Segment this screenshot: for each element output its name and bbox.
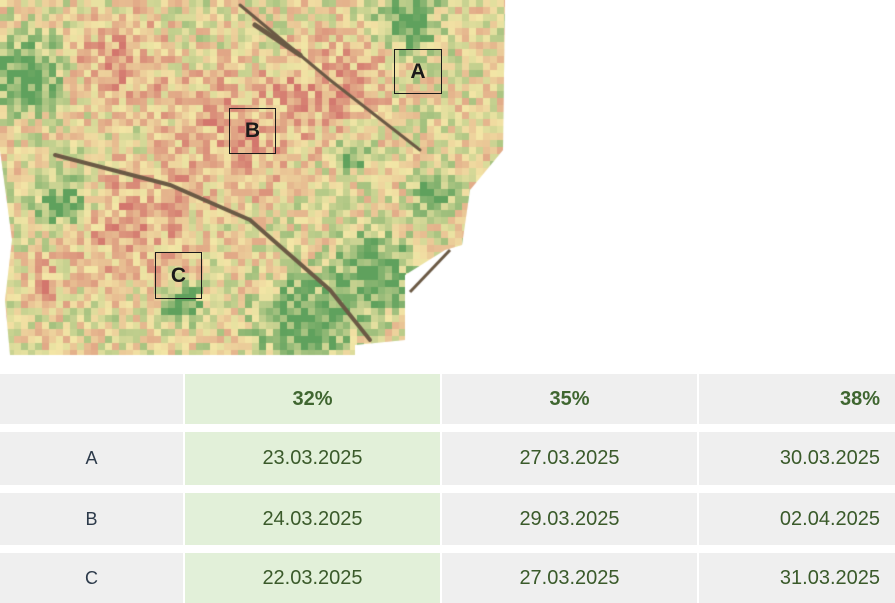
date-cell: 27.03.2025	[442, 432, 697, 485]
date-cell: 30.03.2025	[699, 432, 895, 485]
field-heatmap-canvas	[0, 0, 520, 360]
zone-marker-label: A	[410, 59, 426, 83]
table-header-row: 32% 35% 38%	[0, 374, 895, 424]
row-zone-label: B	[0, 493, 183, 545]
header-cell-35: 35%	[442, 374, 697, 424]
date-cell: 27.03.2025	[442, 553, 697, 603]
header-cell-38: 38%	[699, 374, 895, 424]
date-cell: 02.04.2025	[699, 493, 895, 545]
zone-marker-b[interactable]: B	[229, 108, 276, 154]
date-cell: 29.03.2025	[442, 493, 697, 545]
date-cell: 31.03.2025	[699, 553, 895, 603]
zone-marker-c[interactable]: C	[155, 252, 202, 299]
header-cell-32: 32%	[185, 374, 440, 424]
header-cell-empty	[0, 374, 183, 424]
table-row: C 22.03.2025 27.03.2025 31.03.2025	[0, 553, 895, 603]
zone-marker-a[interactable]: A	[394, 49, 442, 94]
table-row: A 23.03.2025 27.03.2025 30.03.2025	[0, 432, 895, 485]
date-cell: 24.03.2025	[185, 493, 440, 545]
table-row: B 24.03.2025 29.03.2025 02.04.2025	[0, 493, 895, 545]
date-cell: 22.03.2025	[185, 553, 440, 603]
field-heatmap: A B C	[0, 0, 520, 360]
zone-marker-label: C	[170, 263, 187, 287]
date-cell: 23.03.2025	[185, 432, 440, 485]
row-zone-label: C	[0, 553, 183, 603]
zone-marker-label: B	[244, 119, 261, 142]
row-zone-label: A	[0, 432, 183, 485]
